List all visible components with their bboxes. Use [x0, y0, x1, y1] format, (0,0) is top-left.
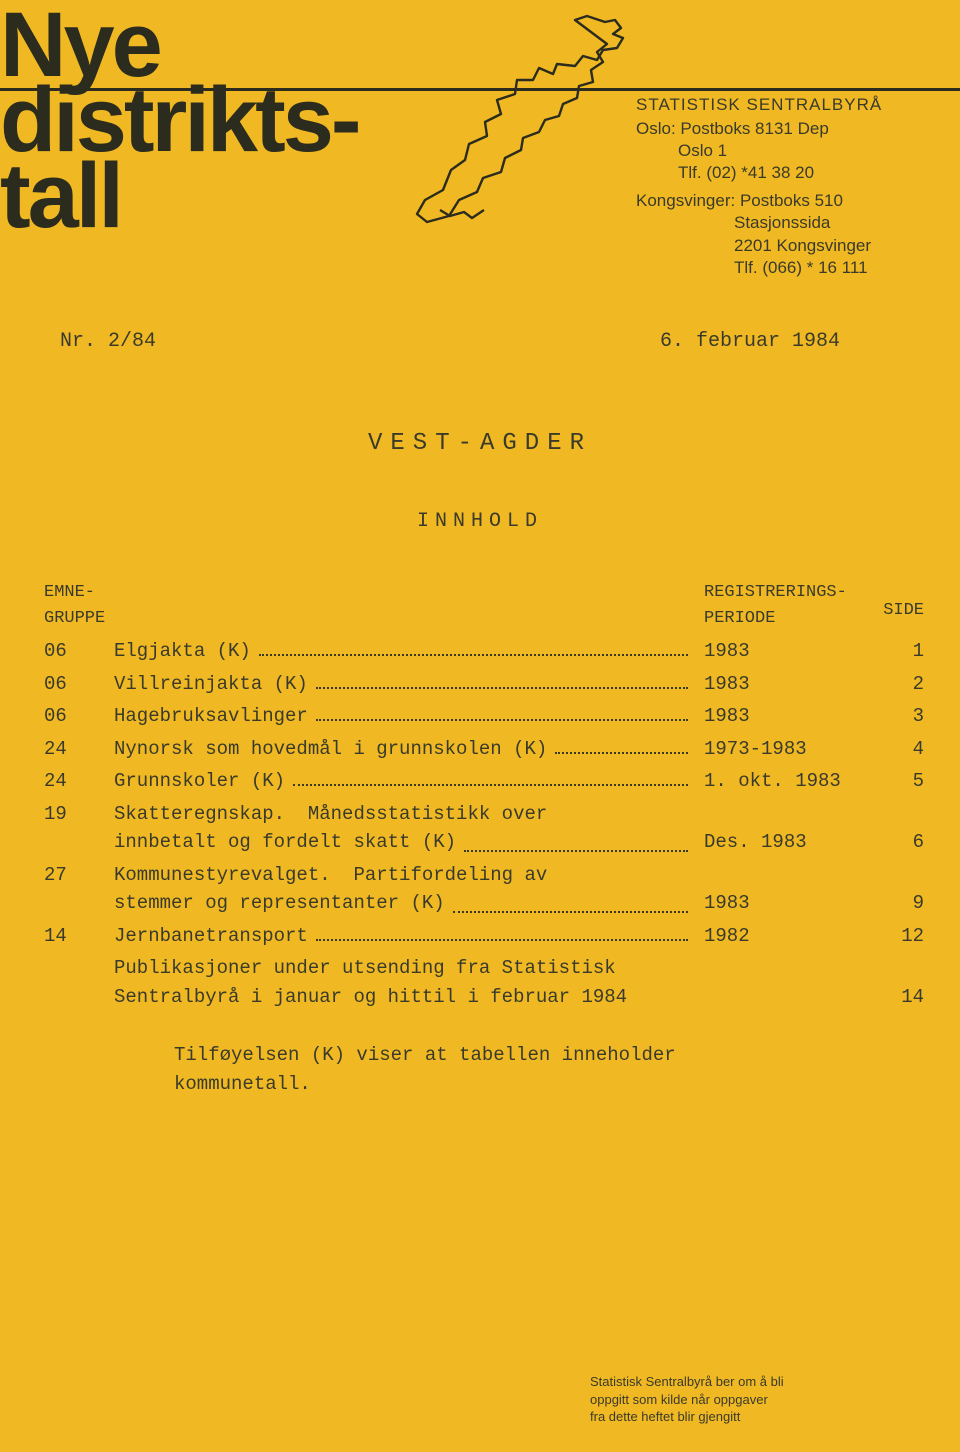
- header-group: EMNE- GRUPPE: [44, 580, 114, 631]
- toc-title-cell: Grunnskoler (K): [114, 767, 704, 796]
- toc-group: 06: [44, 670, 114, 699]
- toc-page: 2: [864, 670, 924, 699]
- toc-title-text: Grunnskoler (K): [114, 767, 285, 796]
- publisher-name: STATISTISK SENTRALBYRÅ: [636, 94, 882, 116]
- toc-leader-dots: [453, 889, 688, 913]
- toc-heading: INNHOLD: [0, 510, 960, 533]
- toc-period: 1. okt. 1983: [704, 767, 864, 796]
- toc-page: 1: [864, 637, 924, 666]
- toc-group: 14: [44, 922, 114, 951]
- toc-group: 19: [44, 800, 114, 829]
- toc-row: 24Nynorsk som hovedmål i grunnskolen (K)…: [44, 735, 924, 764]
- toc-title-cell: Villreinjakta (K): [114, 670, 704, 699]
- toc-row: 14Jernbanetransport 198212: [44, 922, 924, 951]
- toc-leader-dots: [259, 654, 688, 656]
- toc-title-line2: Sentralbyrå i januar og hittil i februar…: [114, 983, 627, 1012]
- footer-line-1: Statistisk Sentralbyrå ber om å bli: [590, 1373, 784, 1391]
- toc-header-row: EMNE- GRUPPE REGISTRERINGS- PERIODE SIDE: [44, 580, 924, 631]
- footer-line-3: fra dette heftet blir gjengitt: [590, 1408, 784, 1426]
- kong-line-2: Stasjonssida: [636, 212, 882, 234]
- oslo-line-3: Tlf. (02) *41 38 20: [636, 162, 882, 184]
- toc-period: 1983: [704, 702, 864, 731]
- toc-title-cell: Jernbanetransport: [114, 922, 704, 951]
- toc-title-cell: Publikasjoner under utsending fra Statis…: [114, 954, 704, 1011]
- publication-logo: Nye distrikts- tall: [0, 8, 359, 234]
- toc-title-text: Elgjakta (K): [114, 637, 251, 666]
- toc-leader-dots: [555, 752, 688, 754]
- header: Nye distrikts- tall STATISTISK SENTRALBY…: [0, 0, 960, 290]
- toc-leader-dots: [464, 828, 688, 852]
- toc-period: 1983: [704, 889, 864, 918]
- oslo-address: Oslo: Postboks 8131 Dep Oslo 1 Tlf. (02)…: [636, 118, 882, 184]
- kong-line-1: Kongsvinger: Postboks 510: [636, 190, 882, 212]
- toc-title-text: Nynorsk som hovedmål i grunnskolen (K): [114, 735, 547, 764]
- toc-row: 06Hagebruksavlinger 19833: [44, 702, 924, 731]
- toc-group: 27: [44, 861, 114, 890]
- oslo-line-2: Oslo 1: [636, 140, 882, 162]
- toc-title-cell: Elgjakta (K): [114, 637, 704, 666]
- toc-title-cell: Kommunestyrevalget. Partifordeling avste…: [114, 861, 704, 918]
- toc-row: 27Kommunestyrevalget. Partifordeling avs…: [44, 861, 924, 918]
- toc-period: 1982: [704, 922, 864, 951]
- toc-row: 19Skatteregnskap. Månedsstatistikk overi…: [44, 800, 924, 857]
- toc-title-text: Jernbanetransport: [114, 922, 308, 951]
- toc-group: 06: [44, 702, 114, 731]
- toc-page: 12: [864, 922, 924, 951]
- toc-page: 4: [864, 735, 924, 764]
- kongsvinger-address: Kongsvinger: Postboks 510 Stasjonssida 2…: [636, 190, 882, 278]
- toc-page: 6: [864, 828, 924, 857]
- toc-title-text: Hagebruksavlinger: [114, 702, 308, 731]
- toc-body: 06Elgjakta (K)1983106Villreinjakta (K)19…: [44, 637, 924, 1011]
- toc-title-text: Villreinjakta (K): [114, 670, 308, 699]
- toc-title-line1: Kommunestyrevalget. Partifordeling av: [114, 861, 692, 890]
- kong-line-3: 2201 Kongsvinger: [636, 235, 882, 257]
- table-of-contents: EMNE- GRUPPE REGISTRERINGS- PERIODE SIDE…: [44, 580, 924, 1098]
- footer-notice: Statistisk Sentralbyrå ber om å bli oppg…: [590, 1373, 784, 1426]
- header-spacer: [114, 580, 704, 631]
- toc-row: 06Elgjakta (K) 19831: [44, 637, 924, 666]
- toc-title-line1: Skatteregnskap. Månedsstatistikk over: [114, 800, 692, 829]
- toc-page: 5: [864, 767, 924, 796]
- toc-period: Des. 1983: [704, 828, 864, 857]
- toc-group: 06: [44, 637, 114, 666]
- norway-map-icon: [400, 10, 640, 230]
- toc-title-cell: Hagebruksavlinger: [114, 702, 704, 731]
- toc-title-line1: Publikasjoner under utsending fra Statis…: [114, 954, 692, 983]
- toc-leader-dots: [316, 687, 688, 689]
- region-title: VEST-AGDER: [0, 430, 960, 457]
- toc-group: 24: [44, 767, 114, 796]
- issue-number: Nr. 2/84: [60, 330, 156, 353]
- toc-leader-dots: [293, 784, 688, 786]
- publisher-address: STATISTISK SENTRALBYRÅ Oslo: Postboks 81…: [636, 94, 882, 285]
- toc-title-line2: stemmer og representanter (K): [114, 889, 445, 918]
- toc-period: 1973-1983: [704, 735, 864, 764]
- toc-title-cell: Nynorsk som hovedmål i grunnskolen (K): [114, 735, 704, 764]
- issue-date: 6. februar 1984: [660, 330, 840, 353]
- header-period: REGISTRERINGS- PERIODE: [704, 580, 864, 631]
- footer-line-2: oppgitt som kilde når oppgaver: [590, 1391, 784, 1409]
- toc-period: 1983: [704, 637, 864, 666]
- toc-note: Tilføyelsen (K) viser at tabellen inneho…: [174, 1041, 714, 1098]
- oslo-line-1: Oslo: Postboks 8131 Dep: [636, 118, 882, 140]
- toc-page: 9: [864, 889, 924, 918]
- toc-period: 1983: [704, 670, 864, 699]
- toc-row: 24Grunnskoler (K) 1. okt. 19835: [44, 767, 924, 796]
- toc-row: 06Villreinjakta (K) 19832: [44, 670, 924, 699]
- kong-line-4: Tlf. (066) * 16 111: [636, 257, 882, 279]
- header-side: SIDE: [864, 580, 924, 631]
- toc-row: Publikasjoner under utsending fra Statis…: [44, 954, 924, 1011]
- toc-group: 24: [44, 735, 114, 764]
- toc-page: 14: [864, 983, 924, 1012]
- toc-page: 3: [864, 702, 924, 731]
- toc-leader-dots: [316, 939, 688, 941]
- toc-title-line2: innbetalt og fordelt skatt (K): [114, 828, 456, 857]
- toc-leader-dots: [316, 719, 688, 721]
- toc-title-cell: Skatteregnskap. Månedsstatistikk overinn…: [114, 800, 704, 857]
